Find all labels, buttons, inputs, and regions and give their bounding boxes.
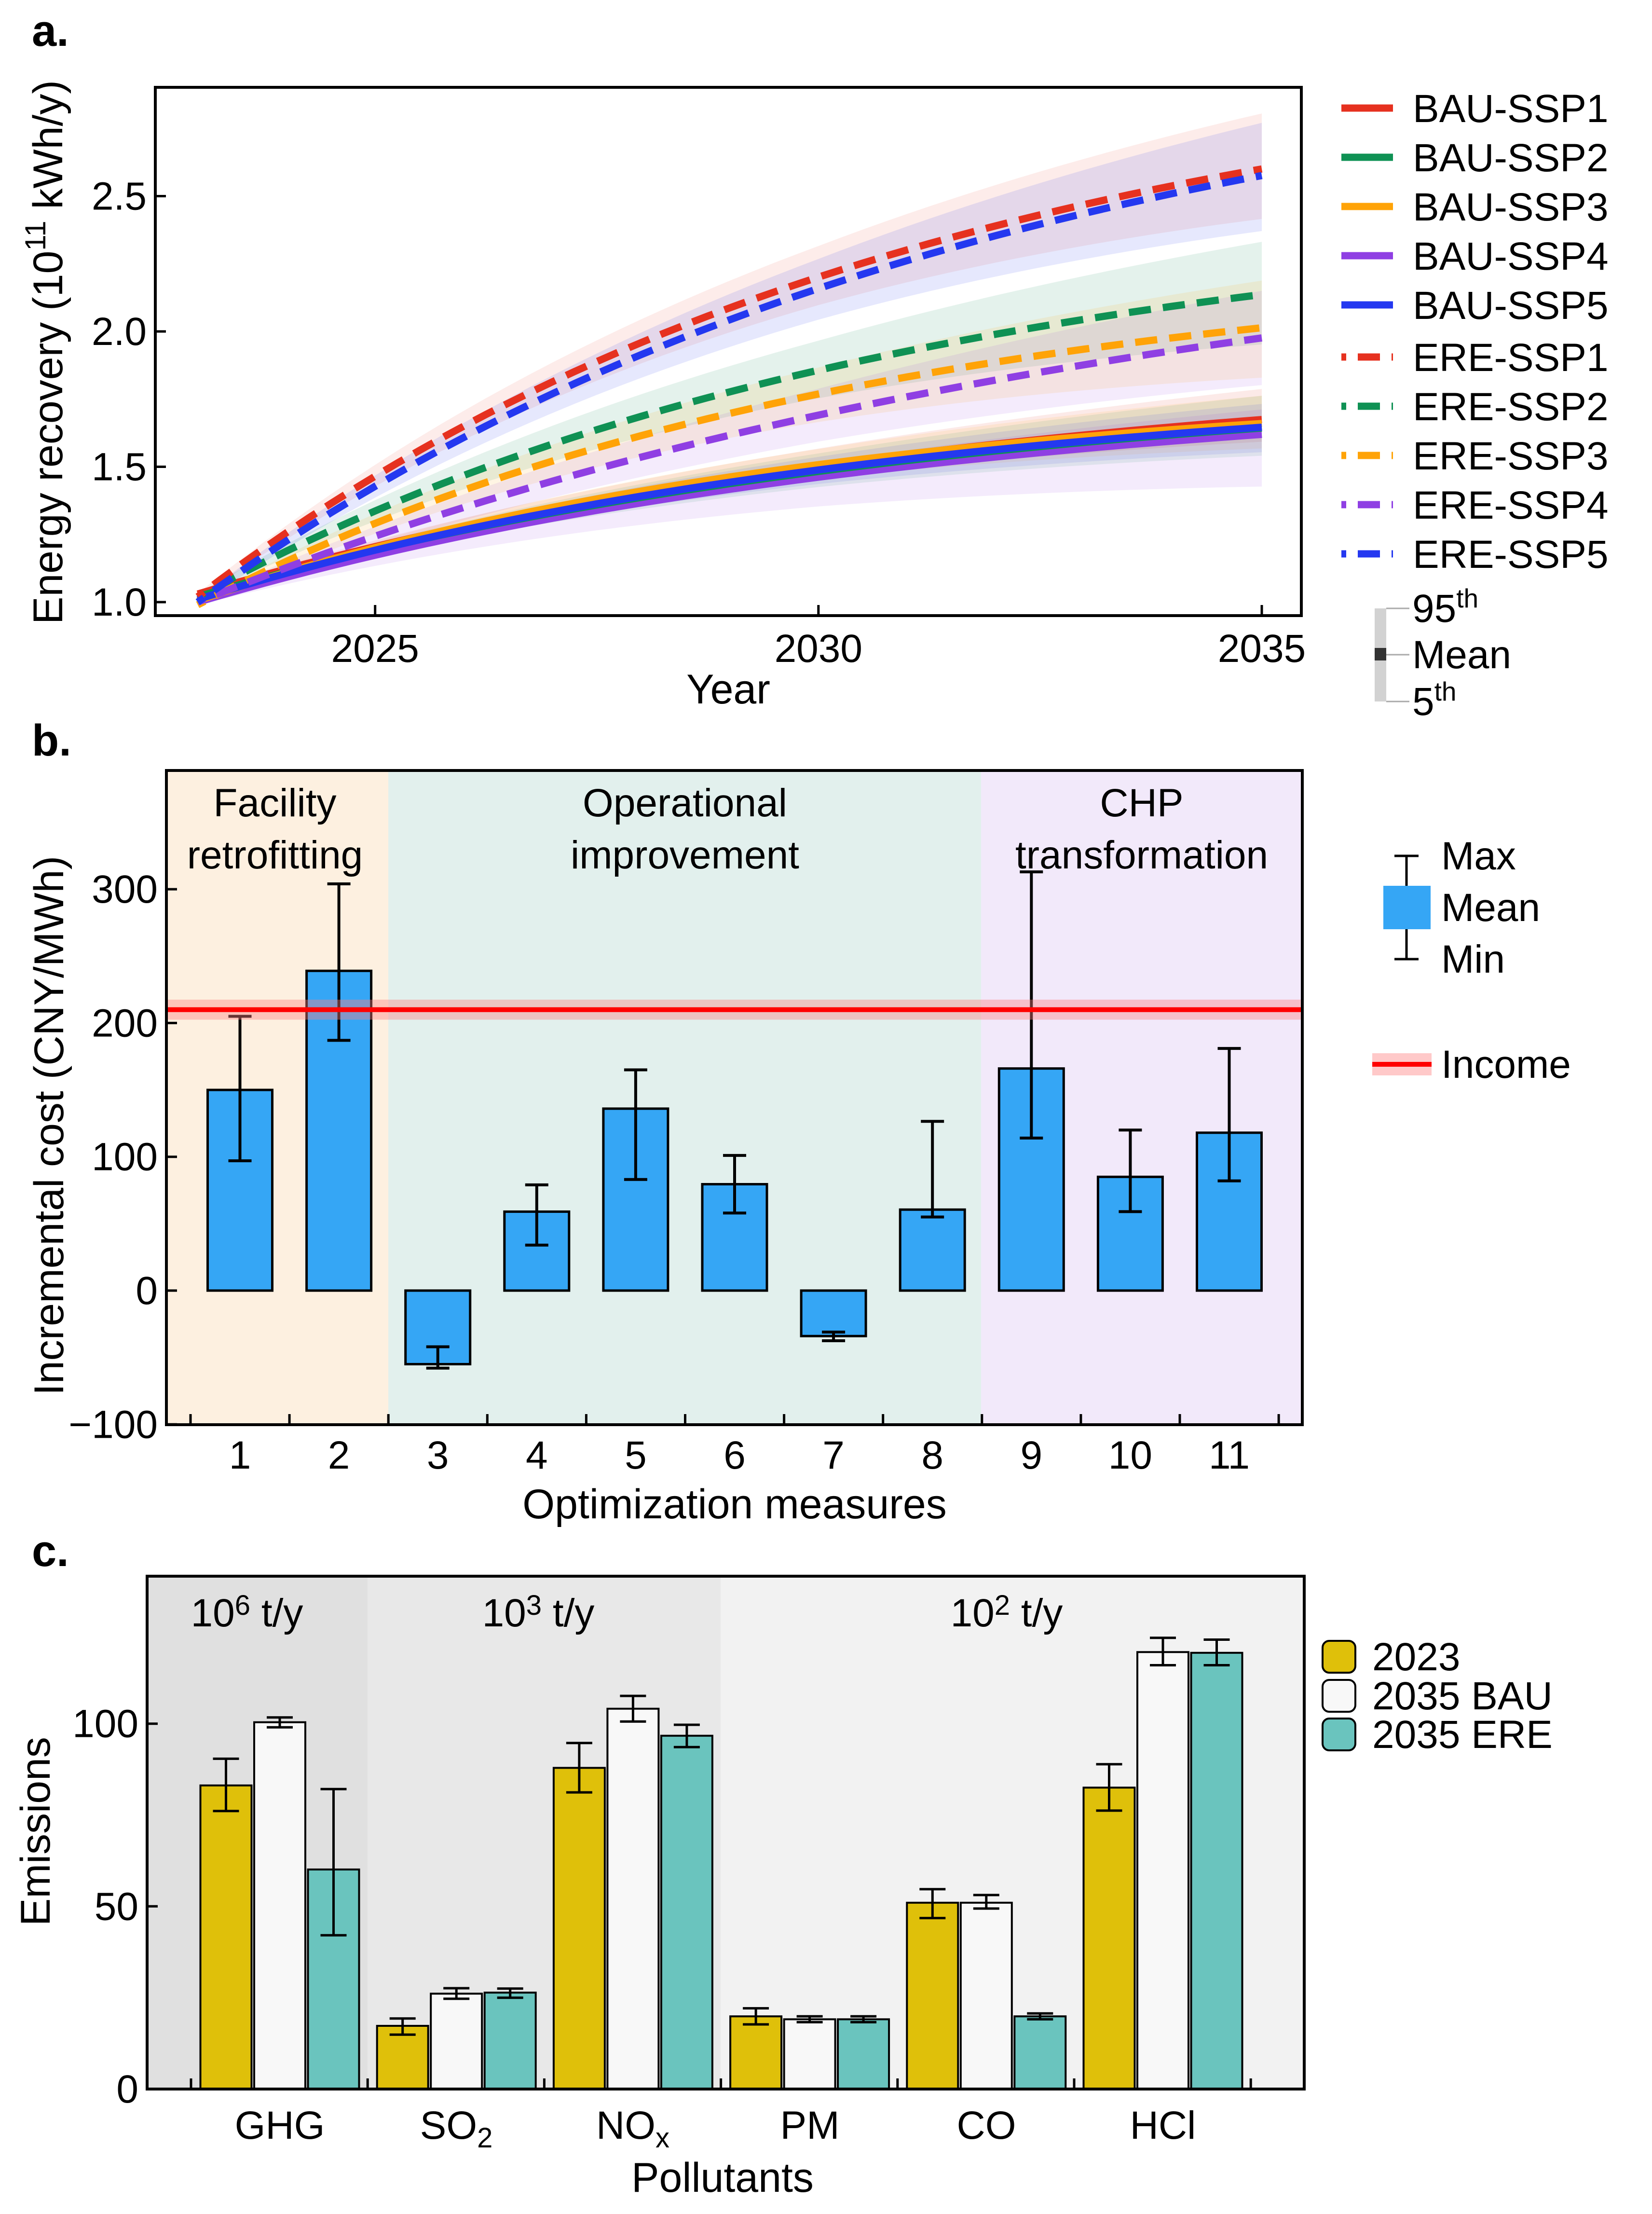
svg-text:c.: c. (32, 1526, 69, 1576)
svg-text:ERE-SSP5: ERE-SSP5 (1413, 533, 1609, 577)
svg-text:Optimization measures: Optimization measures (522, 1481, 946, 1527)
svg-text:BAU-SSP2: BAU-SSP2 (1413, 136, 1609, 180)
svg-text:9: 9 (1020, 1433, 1042, 1477)
svg-text:b.: b. (32, 716, 71, 765)
svg-text:Mean: Mean (1412, 633, 1511, 677)
svg-text:0: 0 (116, 2067, 138, 2111)
svg-text:2035 ERE: 2035 ERE (1372, 1713, 1553, 1757)
svg-text:100: 100 (92, 1135, 158, 1179)
svg-text:Facility: Facility (213, 781, 336, 825)
svg-text:2: 2 (328, 1433, 350, 1477)
svg-text:BAU-SSP5: BAU-SSP5 (1413, 284, 1609, 328)
svg-text:improvement: improvement (571, 833, 799, 877)
svg-text:8: 8 (921, 1433, 943, 1477)
svg-text:Max: Max (1441, 834, 1516, 878)
svg-text:50: 50 (95, 1884, 138, 1928)
svg-text:CHP: CHP (1100, 781, 1183, 825)
svg-text:retrofitting: retrofitting (187, 833, 363, 877)
svg-text:300: 300 (92, 867, 158, 911)
svg-text:11: 11 (1209, 1433, 1250, 1477)
svg-text:BAU-SSP1: BAU-SSP1 (1413, 87, 1609, 131)
svg-text:Energy recovery (1011 kWh/y): Energy recovery (1011 kWh/y) (19, 80, 71, 624)
svg-text:−100: −100 (68, 1403, 158, 1446)
svg-text:BAU-SSP4: BAU-SSP4 (1413, 234, 1609, 278)
svg-text:1.0: 1.0 (92, 580, 147, 624)
svg-text:1: 1 (229, 1433, 251, 1477)
svg-text:Pollutants: Pollutants (631, 2155, 814, 2201)
svg-text:Incremental cost (CNY/MWh): Incremental cost (CNY/MWh) (26, 856, 72, 1395)
svg-text:3: 3 (427, 1433, 449, 1477)
svg-text:GHG: GHG (235, 2104, 325, 2147)
svg-text:0: 0 (136, 1269, 158, 1313)
svg-text:2030: 2030 (775, 627, 862, 671)
svg-text:2035: 2035 (1218, 627, 1306, 671)
svg-text:1.5: 1.5 (92, 445, 147, 489)
svg-text:200: 200 (92, 1001, 158, 1045)
svg-text:10: 10 (1108, 1433, 1152, 1477)
svg-text:Emissions: Emissions (13, 1737, 59, 1926)
svg-text:HCl: HCl (1130, 2104, 1196, 2147)
svg-text:6: 6 (724, 1433, 746, 1477)
svg-text:Operational: Operational (583, 781, 787, 825)
svg-text:7: 7 (822, 1433, 845, 1477)
svg-text:4: 4 (526, 1433, 548, 1477)
svg-text:2035 BAU: 2035 BAU (1372, 1674, 1553, 1718)
svg-text:ERE-SSP3: ERE-SSP3 (1413, 434, 1609, 478)
svg-text:a.: a. (32, 6, 69, 55)
svg-text:CO: CO (957, 2104, 1016, 2147)
svg-text:2023: 2023 (1372, 1635, 1460, 1679)
svg-text:100: 100 (72, 1702, 138, 1746)
svg-text:2.0: 2.0 (92, 310, 147, 354)
svg-text:PM: PM (780, 2104, 840, 2147)
svg-text:Income: Income (1441, 1043, 1571, 1086)
svg-text:2025: 2025 (331, 627, 419, 671)
svg-text:ERE-SSP1: ERE-SSP1 (1413, 336, 1609, 380)
svg-text:transformation: transformation (1015, 833, 1268, 877)
svg-text:ERE-SSP2: ERE-SSP2 (1413, 385, 1609, 429)
svg-text:2.5: 2.5 (92, 175, 147, 219)
svg-text:5: 5 (625, 1433, 647, 1477)
svg-text:Mean: Mean (1441, 886, 1540, 930)
svg-text:Min: Min (1441, 937, 1505, 981)
svg-text:BAU-SSP3: BAU-SSP3 (1413, 185, 1609, 229)
svg-text:Year: Year (686, 666, 770, 713)
svg-text:ERE-SSP4: ERE-SSP4 (1413, 483, 1609, 527)
